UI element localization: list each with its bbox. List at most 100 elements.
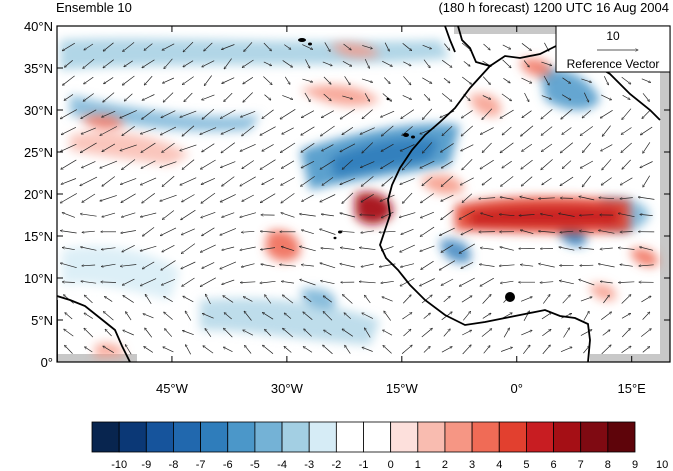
wind-vector — [422, 142, 433, 153]
wind-vector — [521, 176, 533, 186]
wind-vector — [361, 176, 374, 186]
wind-vector — [562, 295, 571, 304]
wind-vector — [539, 264, 555, 268]
wind-vector — [320, 159, 336, 169]
wind-vector — [618, 282, 635, 283]
wind-vector — [420, 226, 435, 236]
wind-vector — [281, 213, 295, 218]
wind-vector — [579, 215, 594, 216]
wind-vector — [182, 331, 194, 336]
wind-vector — [320, 229, 336, 235]
wind-vector — [220, 261, 237, 269]
wind-vector — [461, 228, 474, 235]
wind-vector — [202, 313, 214, 319]
wind-vector — [620, 232, 633, 233]
wind-vector — [340, 231, 355, 232]
wind-vector — [142, 193, 156, 203]
wind-vector — [281, 177, 295, 186]
wind-vector — [621, 76, 631, 84]
wind-vector — [340, 264, 356, 268]
wind-vector — [402, 158, 413, 170]
wind-vector — [224, 58, 232, 69]
wind-vector — [461, 125, 474, 136]
wind-vector — [621, 313, 631, 319]
wind-vector — [381, 280, 394, 283]
wind-vector — [180, 144, 197, 151]
wind-vector — [142, 261, 155, 269]
wind-vector — [559, 247, 575, 251]
wind-vector — [301, 126, 315, 135]
wind-vector — [538, 231, 555, 233]
wind-vector — [263, 42, 272, 51]
wind-vector — [265, 295, 272, 304]
wind-vector — [344, 76, 351, 85]
wind-vector — [364, 328, 371, 338]
wind-vector — [542, 177, 552, 185]
wind-vector — [60, 231, 77, 234]
wind-vector — [64, 94, 74, 100]
wind-vector — [560, 176, 574, 186]
wind-vector — [260, 193, 276, 203]
wind-vector — [441, 175, 454, 186]
wind-vector — [639, 247, 654, 251]
wind-vector — [264, 94, 271, 100]
wind-vector — [284, 313, 292, 319]
wind-vector — [421, 260, 434, 269]
wind-vector — [381, 143, 394, 151]
wind-vector — [381, 160, 395, 169]
wind-vector — [123, 42, 135, 51]
wind-vector — [560, 142, 574, 153]
wind-vector — [120, 144, 137, 151]
wind-vector — [422, 44, 432, 49]
wind-vector — [222, 77, 235, 84]
wind-vector — [181, 261, 196, 269]
colorbar-swatch — [335, 421, 364, 453]
wind-vector — [384, 311, 391, 321]
wind-vector — [61, 159, 77, 169]
wind-vector — [621, 127, 632, 135]
wind-vector — [244, 311, 252, 321]
wind-vector — [423, 94, 430, 100]
wind-vector — [182, 159, 195, 170]
wind-vector — [81, 109, 97, 119]
wind-vector — [502, 44, 511, 49]
wind-vector — [422, 77, 432, 84]
wind-vector — [81, 127, 96, 134]
wind-vector — [102, 212, 116, 217]
wind-vector — [84, 328, 94, 338]
wind-vector — [359, 282, 376, 283]
wind-vector — [582, 142, 591, 153]
wind-vector — [205, 328, 212, 338]
wind-vector — [122, 126, 135, 135]
wind-vector — [85, 347, 93, 353]
wind-vector — [643, 175, 650, 187]
wind-vector — [262, 144, 274, 151]
wind-vector — [443, 296, 451, 303]
colorbar-label: 8 — [605, 459, 611, 471]
wind-vector — [600, 248, 613, 249]
wind-vector — [520, 265, 534, 267]
wind-vector — [401, 228, 414, 234]
wind-vector — [523, 60, 529, 68]
wind-vector — [639, 265, 654, 266]
wind-vector — [100, 160, 118, 168]
wind-vector — [64, 329, 74, 337]
wind-vector — [519, 214, 535, 215]
wind-vector — [181, 228, 195, 235]
wind-vector — [479, 198, 496, 199]
wind-vector — [602, 158, 612, 170]
wind-vector — [621, 142, 632, 153]
wind-vector — [382, 93, 392, 102]
wind-vector — [622, 159, 631, 169]
lat-tick-label: 15°N — [24, 229, 53, 244]
wind-vector — [621, 328, 630, 338]
wind-vector — [281, 193, 295, 203]
wind-vector — [520, 230, 534, 234]
wind-vector — [263, 61, 272, 66]
wind-vector — [120, 264, 137, 267]
wind-vector — [83, 93, 94, 102]
lat-tick-label: 0° — [41, 355, 53, 370]
wind-vector — [282, 295, 294, 304]
wind-vector — [260, 159, 276, 170]
wind-vector — [502, 59, 512, 68]
